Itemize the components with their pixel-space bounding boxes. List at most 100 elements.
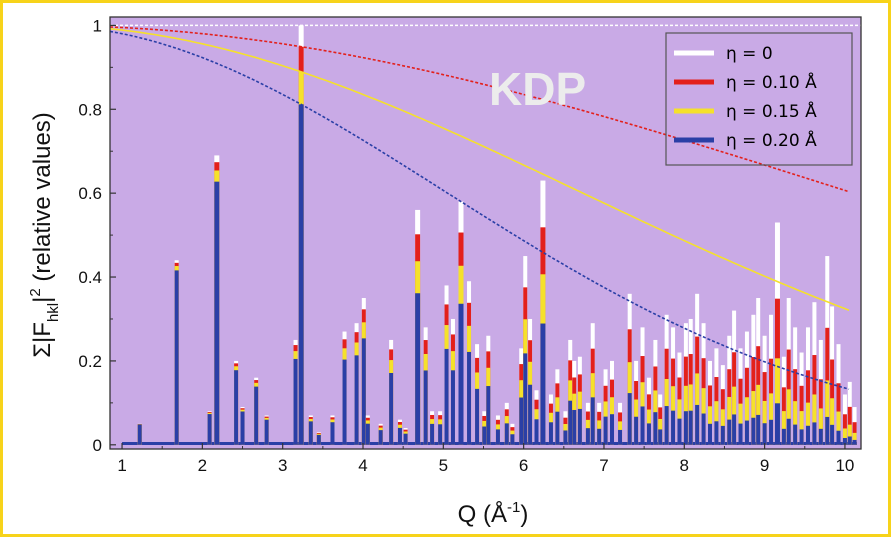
bar-peak-49-series-3 [603, 416, 608, 445]
bar-peak-34-series-3 [510, 434, 515, 445]
y-axis-ticks: 0 0.2 0.4 0.6 0.8 1 [78, 16, 116, 455]
bar-peak-54-series-3 [640, 406, 645, 445]
bar-peak-24-series-3 [438, 424, 443, 445]
y-axis-title-mid: | [29, 297, 56, 303]
bar-peak-72-series-3 [751, 417, 756, 445]
bar-peak-0-series-3 [137, 424, 142, 445]
y-tick-label: 0.8 [78, 100, 102, 119]
y-tick-label: 0.2 [78, 352, 102, 371]
y-tick-label: 0.6 [78, 184, 102, 203]
bar-peak-78-series-3 [786, 418, 791, 445]
bar-peak-55-series-3 [646, 423, 651, 445]
bar-peak-5-series-3 [240, 411, 245, 445]
bar-peak-87-series-3 [842, 437, 847, 445]
bar-peak-62-series-3 [688, 410, 693, 445]
legend-label-2: η = 0.15 Å [726, 100, 817, 122]
bar-peak-75-series-3 [769, 419, 774, 445]
bar-peak-35-series-3 [519, 397, 524, 445]
x-tick-label: 8 [680, 456, 689, 475]
bar-peak-74-series-2 [762, 400, 767, 445]
bar-peak-52-series-3 [627, 393, 632, 445]
bar-peak-39-series-3 [540, 323, 546, 445]
bar-peak-47-series-3 [590, 397, 595, 445]
bar-peak-73-series-2 [756, 384, 761, 445]
y-axis-title-post: (relative values) [29, 112, 56, 288]
x-axis-title-sup: -1 [507, 499, 520, 516]
envelope-curves [109, 26, 850, 390]
y-tick-label: 0.4 [78, 268, 102, 287]
bar-peak-19-series-3 [397, 427, 402, 445]
bar-peak-26-series-3 [450, 370, 455, 445]
bar-peak-28-series-3 [467, 351, 472, 445]
bar-peak-76-series-3 [774, 403, 780, 445]
bar-peak-38-series-3 [534, 419, 539, 445]
bar-peak-63-series-3 [695, 404, 700, 445]
bar-peak-64-series-3 [701, 413, 706, 445]
bar-peak-82-series-2 [812, 394, 817, 445]
bar-peak-4-series-3 [234, 370, 239, 445]
bar-peak-44-series-3 [572, 409, 577, 445]
y-axis-title: Σ|Fhkl|2 (relative values) [27, 112, 62, 358]
bar-peak-53-series-3 [634, 416, 639, 445]
bar-peak-51-series-3 [618, 429, 623, 445]
bar-peak-29-series-3 [475, 388, 480, 445]
bar-peak-65-series-3 [707, 423, 712, 445]
bar-peak-83-series-3 [818, 428, 823, 445]
bar-peak-25-series-3 [444, 348, 449, 445]
bar-peak-27-series-3 [458, 303, 464, 445]
x-axis-ticks: 1 2 3 4 5 6 7 8 9 10 [117, 443, 854, 475]
bar-peak-45-series-3 [577, 408, 582, 445]
bar-peak-6-series-3 [254, 386, 259, 445]
bar-peak-59-series-3 [671, 410, 676, 445]
bar-peak-1-series-3 [174, 270, 179, 445]
bar-peak-86-series-2 [836, 411, 841, 445]
legend-label-3: η = 0.20 Å [726, 129, 817, 151]
envelope-curve-series-1 [109, 26, 850, 193]
x-axis-title-main: Q (Å [458, 500, 507, 528]
bar-peak-31-series-3 [486, 386, 491, 445]
x-axis-title: Q (Å-1) [458, 499, 529, 528]
bar-peak-84-series-2 [825, 380, 830, 445]
bar-peak-77-series-2 [781, 411, 786, 445]
bar-peak-88-series-2 [847, 424, 852, 445]
bar-peak-15-series-3 [361, 338, 366, 445]
bar-peak-46-series-3 [585, 428, 590, 445]
bar-peak-78-series-2 [786, 389, 791, 445]
bar-peak-7-series-3 [264, 419, 269, 445]
bar-peak-57-series-3 [658, 429, 663, 445]
x-tick-label: 2 [198, 456, 207, 475]
annotation-kdp: KDP [489, 63, 586, 115]
bar-peak-12-series-3 [330, 422, 335, 445]
bar-peak-81-series-2 [805, 402, 810, 445]
bar-peak-69-series-3 [732, 414, 737, 445]
bar-peak-11-series-3 [316, 434, 321, 445]
bar-peak-48-series-3 [597, 428, 602, 445]
bar-peak-9-series-3 [298, 104, 304, 445]
bar-peak-66-series-3 [714, 421, 719, 445]
x-tick-label: 4 [358, 456, 367, 475]
bar-peak-77-series-3 [781, 428, 786, 445]
bar-peak-61-series-3 [683, 411, 688, 445]
bar-peak-40-series-3 [548, 422, 553, 445]
x-tick-label: 6 [519, 456, 528, 475]
bar-peak-86-series-3 [836, 430, 841, 445]
bar-peak-20-series-3 [403, 433, 408, 445]
bar-peak-71-series-3 [744, 420, 749, 445]
bar-peak-23-series-3 [430, 423, 435, 445]
legend-label-0: η = 0 [726, 44, 773, 64]
bar-peak-16-series-3 [365, 423, 370, 445]
bar-peak-21-series-3 [415, 293, 421, 445]
x-tick-label: 9 [760, 456, 769, 475]
x-tick-label: 7 [599, 456, 608, 475]
legend: η = 0 η = 0.10 Å η = 0.15 Å η = 0.20 Å [665, 32, 853, 166]
x-tick-label: 10 [835, 456, 854, 475]
bar-peak-84-series-3 [825, 416, 830, 445]
x-axis-title-end: ) [520, 501, 528, 528]
envelope-curve-series-2 [109, 28, 850, 311]
legend-box [665, 32, 853, 166]
bar-peak-2-series-3 [207, 414, 212, 445]
y-tick-label: 0 [93, 436, 102, 455]
legend-label-1: η = 0.10 Å [726, 71, 817, 93]
y-tick-label: 1 [93, 16, 102, 35]
bar-peak-85-series-3 [830, 424, 835, 445]
